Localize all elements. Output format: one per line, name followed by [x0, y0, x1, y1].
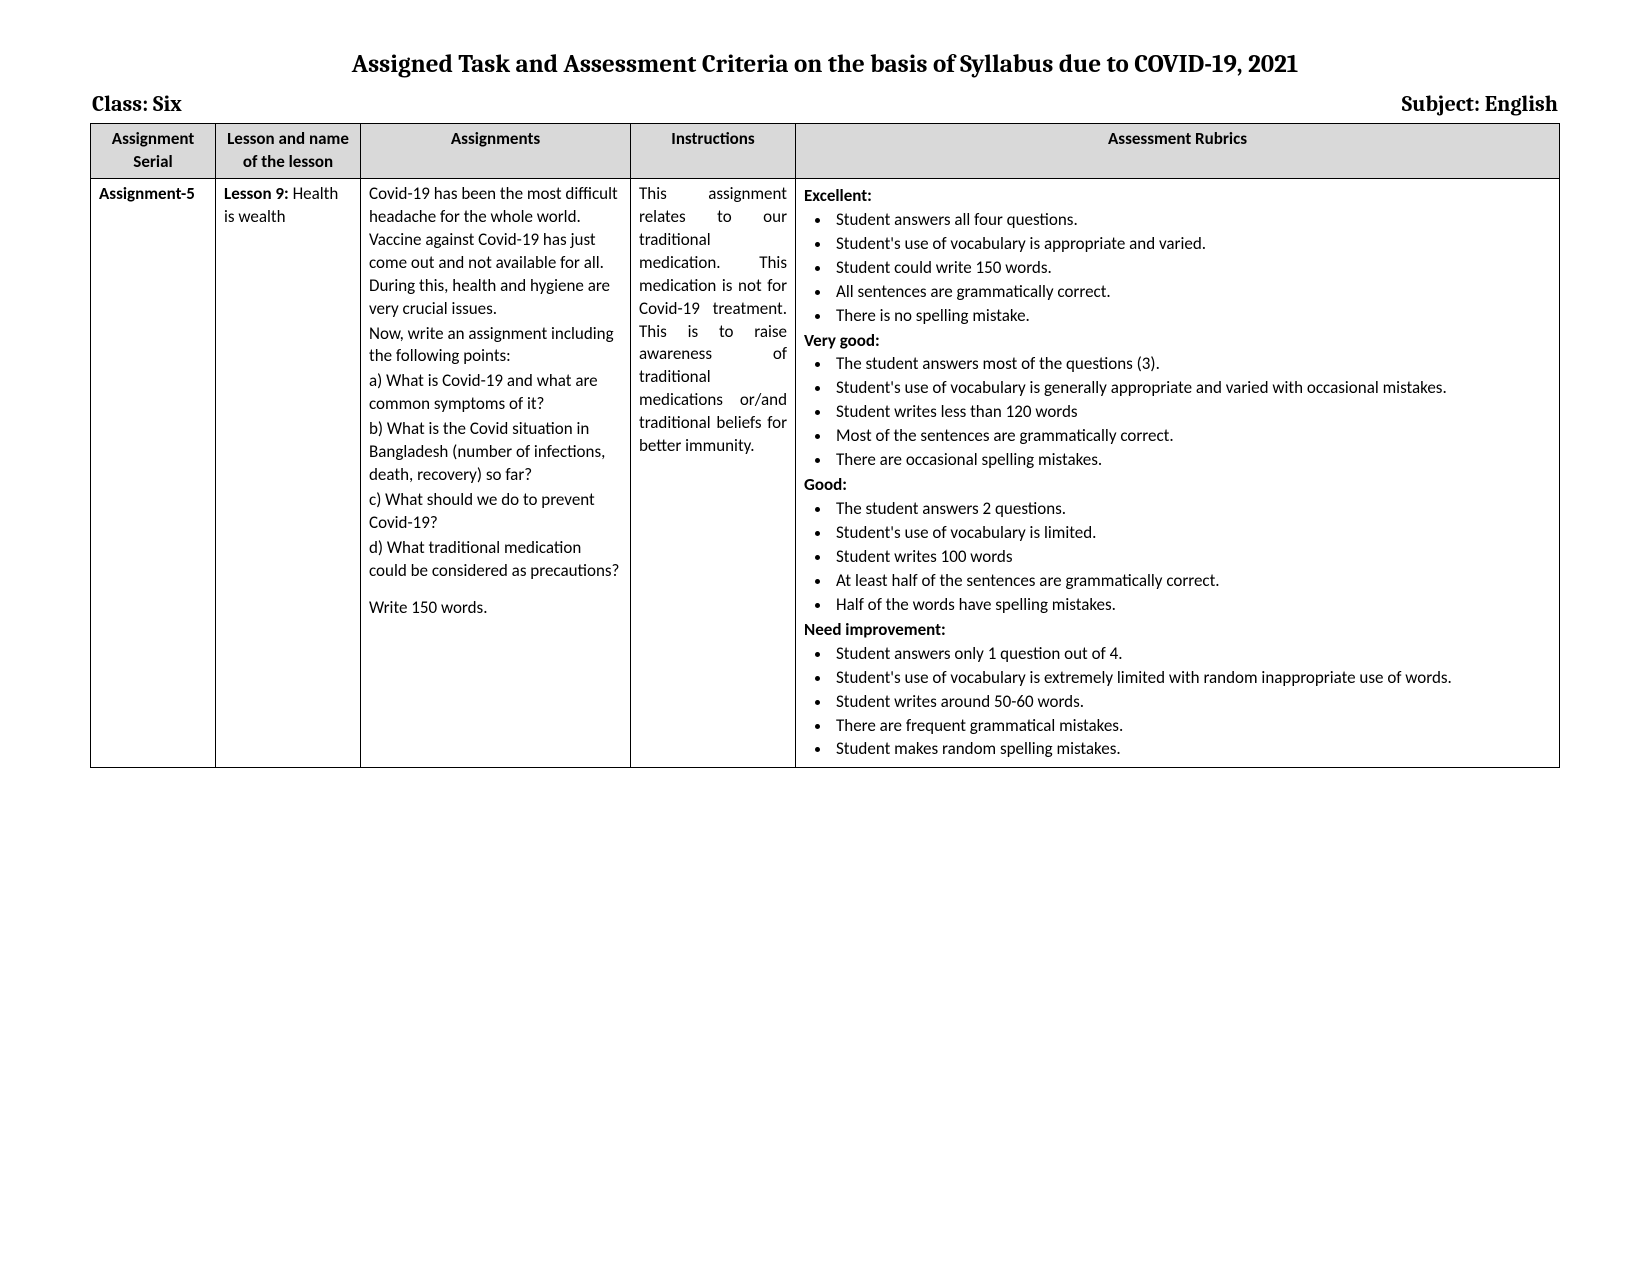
- list-item: There is no spelling mistake.: [832, 305, 1551, 328]
- rubric-need-list: Student answers only 1 question out of 4…: [804, 643, 1551, 762]
- list-item: Student writes around 50-60 words.: [832, 691, 1551, 714]
- rubric-verygood-label: Very good:: [804, 330, 1551, 353]
- list-item: Student answers all four questions.: [832, 209, 1551, 232]
- list-item: Student makes random spelling mistakes.: [832, 738, 1551, 761]
- assignment-point-d: d) What traditional medication could be …: [369, 537, 622, 583]
- cell-assignments: Covid-19 has been the most difficult hea…: [361, 178, 631, 768]
- list-item: There are occasional spelling mistakes.: [832, 449, 1551, 472]
- list-item: Half of the words have spelling mistakes…: [832, 594, 1551, 617]
- list-item: Student writes 100 words: [832, 546, 1551, 569]
- class-label: Class: Six: [92, 91, 182, 117]
- header-assignments: Assignments: [361, 124, 631, 179]
- list-item: Student answers only 1 question out of 4…: [832, 643, 1551, 666]
- list-item: Most of the sentences are grammatically …: [832, 425, 1551, 448]
- header-serial: Assignment Serial: [91, 124, 216, 179]
- page-title: Assigned Task and Assessment Criteria on…: [90, 50, 1560, 79]
- assignment-point-a: a) What is Covid-19 and what are common …: [369, 370, 622, 416]
- table-header-row: Assignment Serial Lesson and name of the…: [91, 124, 1560, 179]
- list-item: Student writes less than 120 words: [832, 401, 1551, 424]
- list-item: There are frequent grammatical mistakes.: [832, 715, 1551, 738]
- assignment-wordcount: Write 150 words.: [369, 597, 622, 620]
- lesson-number: Lesson 9:: [224, 183, 289, 204]
- assignment-intro: Covid-19 has been the most difficult hea…: [369, 183, 622, 321]
- list-item: Student's use of vocabulary is extremely…: [832, 667, 1551, 690]
- subject-label: Subject: English: [1402, 91, 1558, 117]
- assignment-point-b: b) What is the Covid situation in Bangla…: [369, 418, 622, 487]
- rubric-need-label: Need improvement:: [804, 619, 1551, 642]
- subheading-row: Class: Six Subject: English: [90, 91, 1560, 117]
- rubric-excellent-label: Excellent:: [804, 185, 1551, 208]
- rubric-excellent-list: Student answers all four questions. Stud…: [804, 209, 1551, 328]
- header-instructions: Instructions: [631, 124, 796, 179]
- list-item: Student's use of vocabulary is limited.: [832, 522, 1551, 545]
- list-item: At least half of the sentences are gramm…: [832, 570, 1551, 593]
- assignment-prompt: Now, write an assignment including the f…: [369, 323, 622, 369]
- list-item: Student's use of vocabulary is generally…: [832, 377, 1551, 400]
- rubric-good-list: The student answers 2 questions. Student…: [804, 498, 1551, 617]
- list-item: The student answers most of the question…: [832, 353, 1551, 376]
- cell-rubrics: Excellent: Student answers all four ques…: [796, 178, 1560, 768]
- rubric-verygood-list: The student answers most of the question…: [804, 353, 1551, 472]
- table-row: Assignment-5 Lesson 9: Health is wealth …: [91, 178, 1560, 768]
- header-rubrics: Assessment Rubrics: [796, 124, 1560, 179]
- cell-serial: Assignment-5: [91, 178, 216, 768]
- assignment-point-c: c) What should we do to prevent Covid-19…: [369, 489, 622, 535]
- header-lesson: Lesson and name of the lesson: [216, 124, 361, 179]
- list-item: The student answers 2 questions.: [832, 498, 1551, 521]
- list-item: Student's use of vocabulary is appropria…: [832, 233, 1551, 256]
- cell-lesson: Lesson 9: Health is wealth: [216, 178, 361, 768]
- assignment-table: Assignment Serial Lesson and name of the…: [90, 123, 1560, 768]
- rubric-good-label: Good:: [804, 474, 1551, 497]
- list-item: Student could write 150 words.: [832, 257, 1551, 280]
- list-item: All sentences are grammatically correct.: [832, 281, 1551, 304]
- cell-instructions: This assignment relates to our tradition…: [631, 178, 796, 768]
